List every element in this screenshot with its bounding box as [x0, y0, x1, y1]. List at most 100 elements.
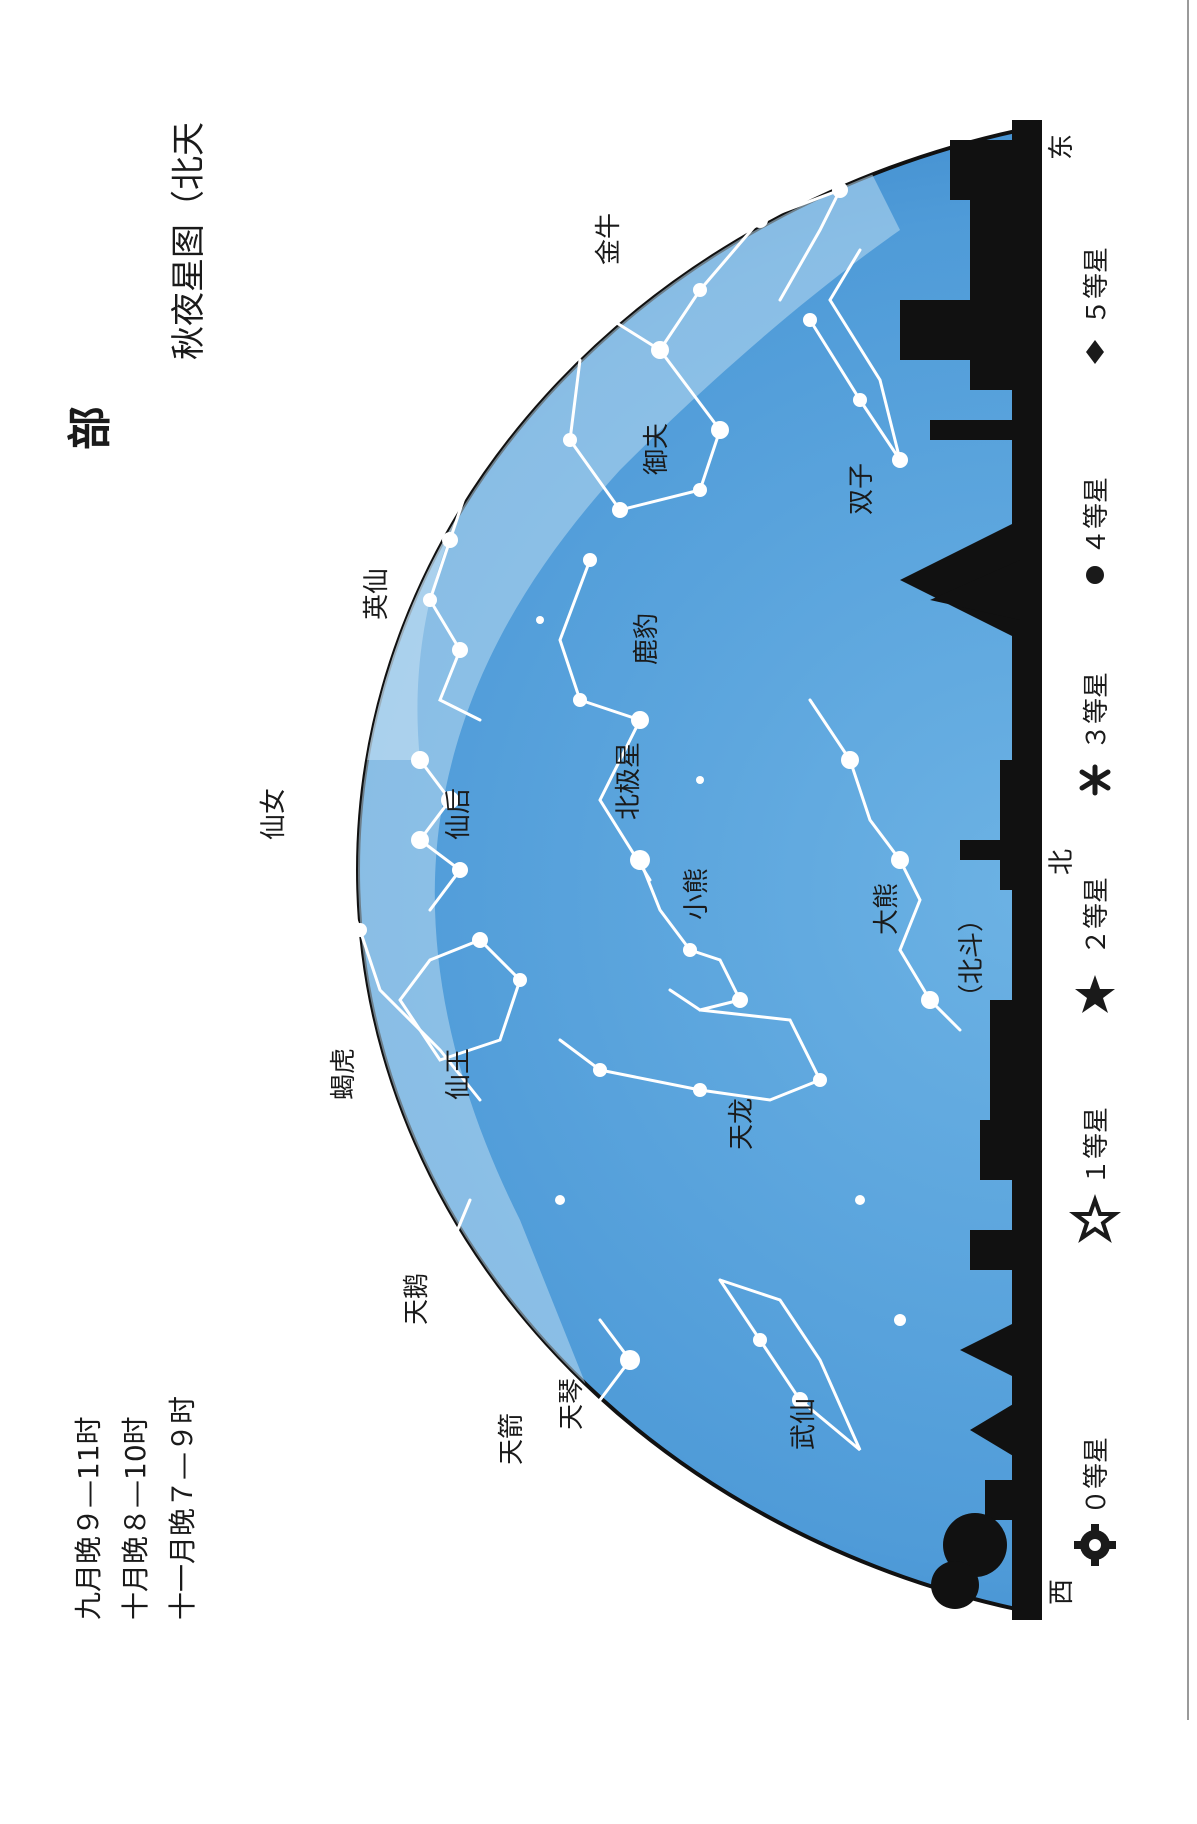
- viewing-time-1: 九月晚９—11时: [72, 1416, 105, 1620]
- label-draco: 天龙: [727, 1098, 757, 1150]
- star: [573, 293, 587, 307]
- legend-label-mag0: ０等星: [1082, 1437, 1112, 1515]
- dot-icon: [1086, 566, 1104, 584]
- label-cygnus: 天鹅: [402, 1273, 432, 1325]
- star: [441, 791, 459, 809]
- lacerta-lines: [288, 1038, 332, 1162]
- star: [612, 502, 628, 518]
- star: [303, 1073, 317, 1087]
- direction-east: 东: [1047, 134, 1077, 160]
- star: [411, 751, 429, 769]
- andromeda-lines: [208, 718, 482, 1102]
- label-perseus: 英仙: [362, 568, 392, 620]
- star: [841, 751, 859, 769]
- horizon-silhouette: [900, 120, 1042, 1620]
- star: [696, 776, 704, 784]
- label-cepheus: 仙王: [444, 1048, 474, 1100]
- star: [322, 842, 338, 858]
- star: [620, 1350, 640, 1370]
- star: [513, 973, 527, 987]
- legend-item-mag4: ４等星: [1082, 477, 1112, 584]
- star: [630, 850, 650, 870]
- taurus-lines: [528, 187, 844, 353]
- constellation-labels: 天箭 天琴 天鹅 武仙 天龙 蝎虎 仙王 仙后 仙女 英仙 小熊 北极星 大熊 …: [259, 213, 987, 1465]
- star: [803, 313, 817, 327]
- label-andromeda: 仙女: [259, 788, 289, 840]
- star: [711, 421, 729, 439]
- ursa-major-lines: [808, 698, 962, 1032]
- star: [832, 182, 848, 198]
- star: [732, 992, 748, 1008]
- label-ursa-major: 大熊: [872, 883, 902, 935]
- label-polaris: 北极星: [614, 742, 644, 820]
- page-title: 秋夜星图（北天: [169, 122, 209, 360]
- legend-item-mag5: ５等星: [1082, 247, 1112, 364]
- star: [693, 1083, 707, 1097]
- star: [752, 212, 768, 228]
- camelopardalis-lines: [558, 558, 652, 882]
- star: [813, 1073, 827, 1087]
- star: [631, 711, 649, 729]
- label-hercules: 武仙: [789, 1398, 819, 1450]
- viewing-time-2: 十月晚８—10时: [119, 1416, 152, 1620]
- star: [452, 862, 468, 878]
- page-title-suffix: 部: [65, 406, 116, 450]
- star: [573, 693, 587, 707]
- star: [891, 851, 909, 869]
- star-outline-icon: [1069, 1194, 1121, 1244]
- label-big-dipper: （北斗）: [957, 906, 987, 1010]
- legend-item-mag2: ２等星: [1075, 877, 1115, 1013]
- direction-north: 北: [1047, 849, 1077, 875]
- star: [353, 923, 367, 937]
- label-lyra: 天琴: [557, 1378, 587, 1430]
- label-gemini: 双子: [847, 463, 877, 515]
- magnitude-legend: ０等星 １等星 ２等星 ３等星 ４等星 ５等星: [1069, 247, 1121, 1566]
- star: [894, 1314, 906, 1326]
- star: [432, 1312, 448, 1328]
- star: [361, 1271, 379, 1289]
- star: [411, 831, 429, 849]
- label-camelopardalis: 鹿豹: [632, 613, 662, 665]
- label-taurus: 金牛: [594, 213, 624, 265]
- asterisk-star-icon: [1079, 764, 1111, 796]
- legend-item-mag1: １等星: [1069, 1107, 1121, 1244]
- legend-item-mag3: ３等星: [1079, 672, 1112, 796]
- label-ursa-minor: 小熊: [682, 868, 712, 920]
- gear-icon: [1074, 1524, 1116, 1566]
- label-lacerta: 蝎虎: [329, 1048, 359, 1100]
- star: [593, 1063, 607, 1077]
- legend-label-mag5: ５等星: [1082, 247, 1112, 325]
- diamond-icon: [1086, 340, 1104, 364]
- legend-label-mag2: ２等星: [1082, 877, 1112, 955]
- star: [683, 943, 697, 957]
- star: [442, 532, 458, 548]
- stars: [235, 182, 939, 1408]
- gemini-lines: [808, 248, 902, 461]
- star: [521, 249, 539, 267]
- label-cassiopeia: 仙后: [444, 788, 474, 840]
- star: [753, 1333, 767, 1347]
- star: [563, 433, 577, 447]
- star: [693, 483, 707, 497]
- star: [651, 341, 669, 359]
- star: [536, 616, 544, 624]
- star: [792, 1392, 808, 1408]
- viewing-times: 九月晚９—11时 十月晚８—10时 十一月晚７—９时: [72, 1396, 199, 1620]
- legend-item-mag0: ０等星: [1074, 1437, 1116, 1566]
- star: [423, 593, 437, 607]
- label-auriga: 御夫: [642, 423, 672, 475]
- direction-west: 西: [1047, 1579, 1077, 1605]
- star: [235, 635, 245, 645]
- star: [693, 283, 707, 297]
- legend-label-mag1: １等星: [1082, 1107, 1112, 1185]
- star: [253, 753, 267, 767]
- viewing-time-3: 十一月晚７—９时: [166, 1396, 199, 1620]
- legend-label-mag3: ３等星: [1082, 672, 1112, 750]
- star: [583, 553, 597, 567]
- star: [921, 991, 939, 1009]
- star: [295, 535, 305, 545]
- star: [853, 393, 867, 407]
- star: [555, 1195, 565, 1205]
